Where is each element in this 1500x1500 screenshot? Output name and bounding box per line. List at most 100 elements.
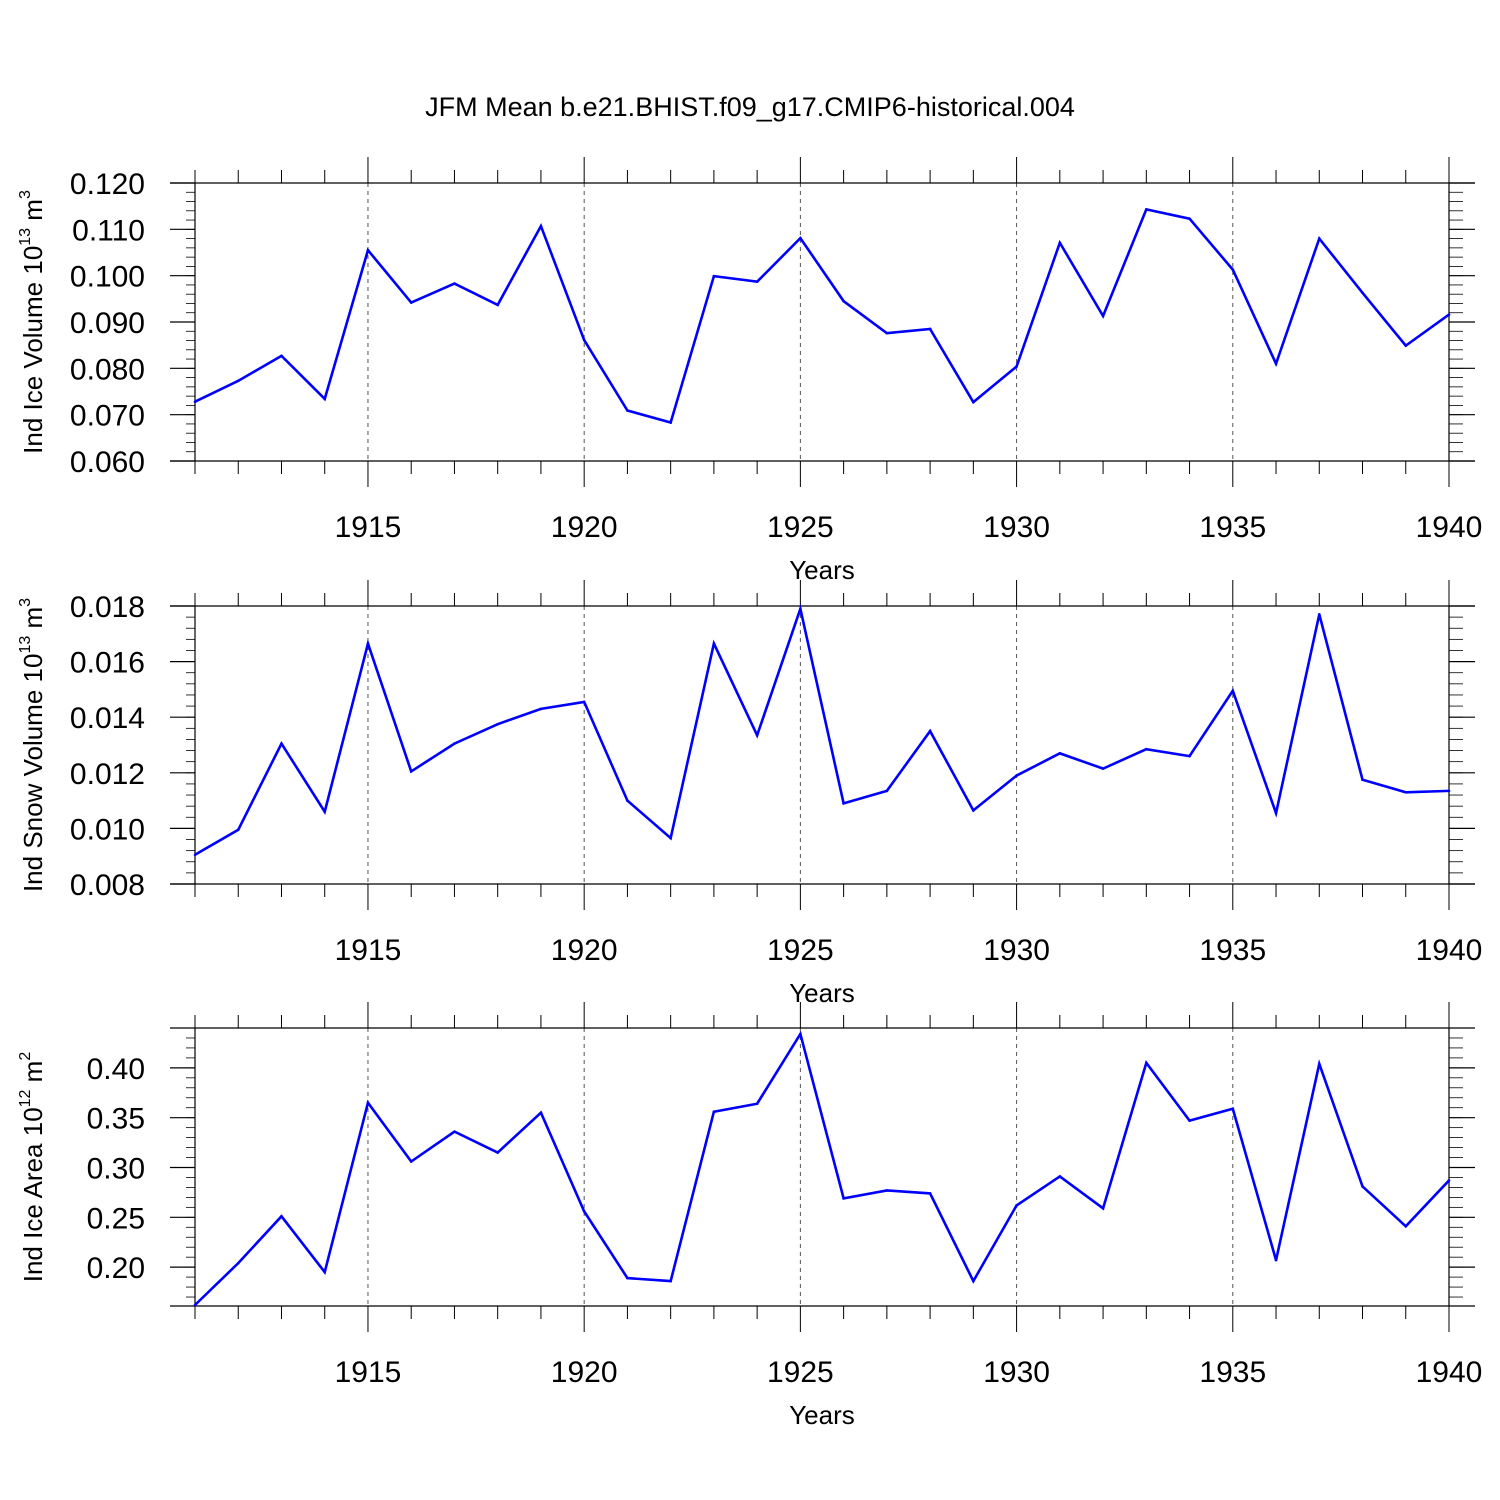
data-point: [1404, 1224, 1408, 1228]
y-axis-label: Ind Snow Volume 1013 m3: [17, 598, 48, 892]
series-line: [194, 207, 1450, 425]
data-point: [755, 280, 759, 283]
data-point: [453, 1130, 456, 1133]
data-point: [1231, 689, 1235, 693]
data-point: [193, 1303, 197, 1307]
y-tick-label: 0.014: [70, 702, 145, 735]
x-tick-label: 1940: [1416, 511, 1483, 544]
y-tick-label: 0.40: [87, 1053, 145, 1086]
data-point: [626, 1276, 629, 1280]
x-tick-label: 1940: [1416, 934, 1483, 967]
data-point: [1101, 1207, 1105, 1210]
data-point: [1231, 268, 1235, 271]
x-tick-label: 1930: [983, 1356, 1050, 1389]
data-point: [539, 707, 543, 711]
data-point: [1101, 314, 1105, 318]
y-tick-label: 0.090: [70, 307, 145, 340]
y-tick-label: 0.20: [87, 1252, 145, 1285]
data-point: [1058, 752, 1062, 755]
data-point: [539, 1111, 543, 1114]
y-tick-label: 0.008: [70, 869, 145, 902]
data-point: [496, 303, 499, 307]
data-point: [1361, 1185, 1364, 1188]
data-point: [885, 789, 889, 793]
chart-panel-1: 0.060 0.070 0.080 0.090 0.100 0.110 0.120 1915 1…: [17, 157, 1482, 585]
data-point: [1447, 1179, 1451, 1182]
y-tick-label: 0.012: [70, 758, 145, 791]
data-point: [1015, 365, 1018, 368]
x-tick-label: 1935: [1199, 934, 1266, 967]
data-point: [1447, 313, 1451, 316]
data-point: [1361, 291, 1364, 295]
x-axis-label: Years: [789, 978, 855, 1008]
data-point: [323, 397, 327, 401]
data-point: [1404, 344, 1408, 347]
y-tick-label: 0.018: [70, 591, 145, 624]
data-point: [669, 836, 672, 840]
y-tick-label: 0.080: [70, 353, 145, 386]
data-point: [453, 742, 456, 745]
x-tick-label: 1925: [767, 1356, 834, 1389]
data-point: [928, 729, 932, 733]
data-point: [323, 1270, 327, 1274]
figure-title: JFM Mean b.e21.BHIST.f09_g17.CMIP6-histo…: [425, 92, 1075, 122]
y-tick-label: 0.25: [87, 1202, 145, 1235]
x-tick-label: 1935: [1199, 511, 1266, 544]
y-axis-label: Ind Ice Area 1012 m2: [17, 1052, 48, 1283]
data-point: [323, 810, 327, 814]
data-point: [539, 224, 543, 228]
y-tick-label: 0.010: [70, 813, 145, 846]
data-point: [280, 742, 283, 745]
data-point: [582, 1210, 586, 1213]
data-point: [496, 1151, 499, 1154]
data-point: [712, 1110, 716, 1113]
chart-panel-2: 0.008 0.010 0.012 0.014 0.016 0.018 1915 1920 19…: [17, 580, 1482, 1008]
data-point: [1447, 789, 1451, 793]
data-point: [1188, 754, 1191, 758]
data-point: [799, 1032, 802, 1036]
data-point: [1361, 778, 1364, 782]
data-point: [1145, 747, 1148, 751]
data-point: [1404, 790, 1408, 794]
y-tick-label: 0.30: [87, 1152, 145, 1185]
data-point: [626, 409, 629, 412]
y-tick-label: 0.070: [70, 400, 145, 433]
series-line: [194, 1030, 1450, 1306]
data-point: [712, 642, 716, 645]
x-tick-label: 1925: [767, 934, 834, 967]
data-point: [1015, 1204, 1018, 1207]
y-tick-label: 0.35: [87, 1103, 145, 1136]
data-point: [1145, 1061, 1148, 1065]
x-tick-label: 1915: [335, 511, 402, 544]
data-point: [193, 400, 197, 403]
data-point: [1188, 217, 1191, 220]
data-point: [885, 331, 889, 335]
data-point: [1231, 1107, 1235, 1111]
data-point: [236, 379, 240, 383]
data-point: [669, 1279, 672, 1283]
data-point: [669, 421, 672, 424]
data-point: [366, 1101, 370, 1105]
data-point: [1317, 1062, 1321, 1066]
data-point: [409, 301, 413, 304]
data-point: [582, 700, 586, 704]
data-point: [928, 1192, 932, 1195]
data-point: [366, 248, 370, 252]
y-tick-label: 0.016: [70, 647, 145, 680]
y-axis-label: Ind Ice Volume 1013 m3: [17, 190, 48, 454]
data-point: [582, 338, 586, 342]
data-point: [1317, 613, 1321, 616]
data-point: [972, 400, 975, 404]
data-point: [1101, 767, 1105, 770]
data-point: [409, 770, 413, 773]
data-point: [1274, 362, 1278, 366]
chart-panel-3: 0.20 0.25 0.30 0.35 0.40 1915 1920 1925 1930 1935…: [17, 1002, 1482, 1430]
data-point: [280, 354, 283, 358]
data-point: [755, 1102, 759, 1106]
data-point: [842, 299, 845, 303]
x-tick-label: 1940: [1416, 1356, 1483, 1389]
data-point: [236, 1261, 240, 1265]
data-point: [626, 799, 629, 802]
data-point: [972, 809, 975, 812]
data-point: [842, 802, 845, 805]
